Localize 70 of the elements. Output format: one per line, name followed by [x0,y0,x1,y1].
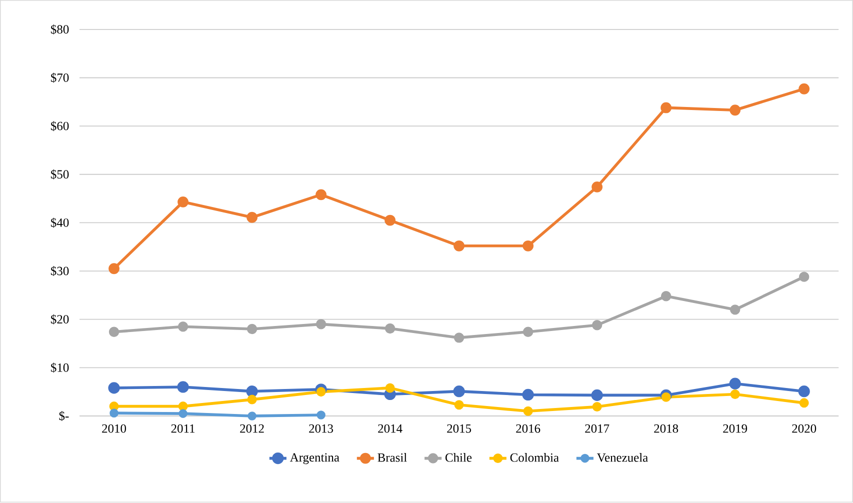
x-tick-label: 2017 [585,424,610,434]
y-tick-label: $10 [50,362,69,373]
point [730,390,740,400]
point [110,408,118,418]
point [178,409,188,418]
point [730,304,740,316]
legend-label: Argentina [290,453,340,464]
point [592,402,602,412]
point [522,327,534,338]
point [316,319,326,330]
y-tick-label: $60 [50,121,69,132]
x-tick-label: 2012 [240,424,264,434]
point [522,240,534,252]
point [660,102,672,114]
point [178,322,188,332]
point [247,395,257,405]
x-tick-label: 2019 [723,424,748,434]
x-tick-label: 2020 [792,424,816,434]
point [799,398,809,408]
point [592,182,603,193]
point [798,272,810,282]
x-tick-label: 2010 [102,424,126,434]
y-tick-label: $40 [50,218,69,228]
point [178,196,188,208]
x-tick-label: 2011 [171,424,195,434]
y-tick-label: $- [59,411,69,422]
point [246,324,258,334]
legend-label: Colombia [510,453,559,462]
y-tick-label: $30 [50,266,69,276]
y-tick-label: $70 [50,73,69,83]
point [798,84,810,95]
legend-label: Venezuela [597,453,648,462]
point [523,406,533,416]
point [316,189,327,200]
point [316,387,326,397]
point [178,402,188,412]
point [108,327,120,338]
x-tick-label: 2014 [378,424,402,434]
point [729,378,741,390]
point [591,390,603,402]
point [454,240,465,252]
x-tick-label: 2013 [309,424,334,434]
y-tick-label: $80 [50,24,69,35]
point [730,104,741,116]
point [108,382,120,394]
point [592,320,602,330]
point [177,381,189,394]
point [384,215,396,226]
x-tick-label: 2015 [447,424,472,434]
legend-label: Brasil [378,453,407,462]
point [454,400,464,410]
point [385,383,395,393]
point [798,386,810,398]
point [248,412,256,421]
point [522,389,534,401]
point [246,212,258,224]
point [661,392,671,402]
x-tick-label: 2016 [516,424,540,434]
point [246,386,258,398]
point [454,332,464,344]
y-tick-label: $20 [50,314,69,325]
point [109,402,119,412]
point [108,263,120,274]
point [316,410,326,420]
legend-label: Chile [445,453,472,462]
point [660,291,672,302]
x-tick-label: 2018 [654,424,678,434]
point [384,324,396,334]
point [453,386,465,398]
y-tick-label: $50 [50,170,69,180]
